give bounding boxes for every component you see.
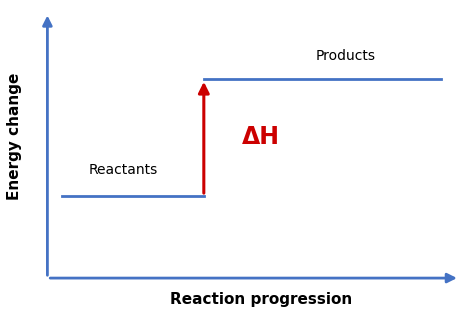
Text: Reaction progression: Reaction progression	[170, 292, 352, 307]
Text: ΔH: ΔH	[242, 125, 280, 149]
Text: Energy change: Energy change	[7, 72, 22, 200]
Text: Products: Products	[316, 49, 376, 63]
Text: Reactants: Reactants	[89, 163, 158, 177]
